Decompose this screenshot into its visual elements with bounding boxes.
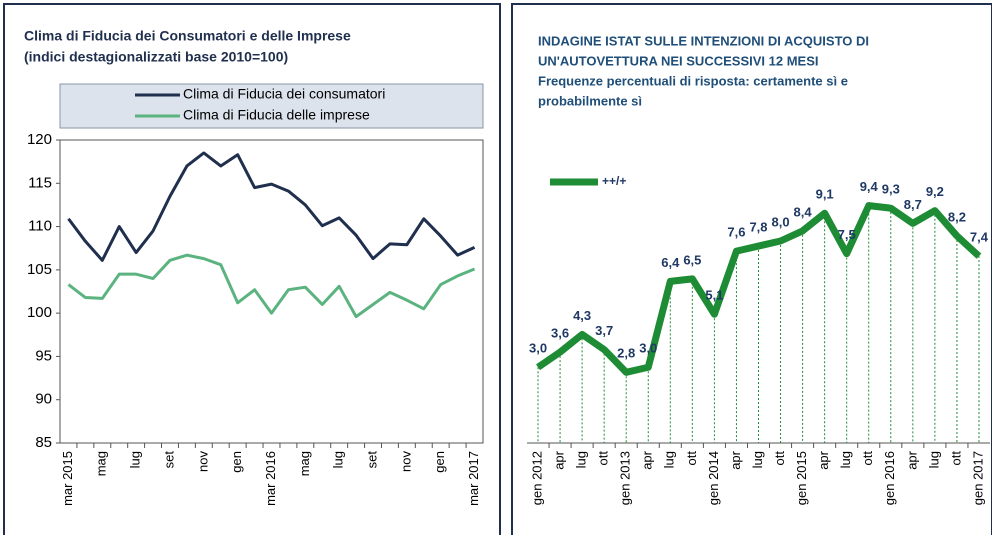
legend-label: Clima di Fiducia dei consumatori [183, 86, 385, 102]
data-label: 9,2 [926, 184, 944, 199]
data-label: 9,1 [816, 187, 834, 202]
x-tick-label: lug [128, 451, 143, 468]
y-tick-label: 100 [27, 304, 52, 321]
plot-frame [59, 139, 484, 444]
data-label: 2,8 [617, 346, 635, 361]
data-label: 9,4 [860, 179, 879, 194]
series-line [67, 151, 476, 262]
x-tick-label: lug [662, 451, 677, 468]
series-line [67, 253, 476, 319]
x-tick-label: apr [640, 450, 655, 469]
x-tick-label: lug [926, 451, 941, 468]
data-label: 3,7 [595, 323, 613, 338]
data-label: 7,5 [838, 227, 856, 242]
x-tick-label: gen [432, 451, 447, 473]
data-label: 8,0 [772, 214, 790, 229]
x-tick-label: apr [728, 450, 743, 469]
x-tick-label: gen 2014 [706, 451, 721, 505]
x-tick-label: ott [772, 451, 787, 466]
series-line [536, 202, 982, 376]
x-tick-label: ott [684, 451, 699, 466]
data-label: 3,0 [639, 341, 657, 356]
x-tick-label: lug [838, 451, 853, 468]
x-tick-label: mar 2017 [466, 451, 481, 506]
x-tick-label: gen 2016 [882, 451, 897, 505]
legend-label: Clima di Fiducia delle imprese [183, 107, 370, 123]
x-tick-label: gen 2015 [794, 451, 809, 505]
x-tick-label: nov [398, 451, 413, 472]
y-tick-label: 120 [27, 131, 52, 148]
chart-subtitle: probabilmente sì [538, 93, 642, 108]
x-tick-label: set [161, 451, 176, 469]
legend-label: ++/+ [602, 174, 626, 188]
x-tick-label: apr [904, 450, 919, 469]
data-label: 7,4 [970, 230, 989, 245]
data-label: 9,3 [882, 182, 900, 197]
x-tick-label: ott [860, 451, 875, 466]
data-label: 6,4 [661, 255, 680, 270]
data-label: 8,7 [904, 197, 922, 212]
data-label: 8,4 [794, 204, 813, 219]
chart-title: UN'AUTOVETTURA NEI SUCCESSIVI 12 MESI [538, 53, 818, 68]
data-label: 3,6 [551, 326, 569, 341]
y-tick-label: 85 [35, 434, 52, 451]
x-tick-label: nov [195, 451, 210, 472]
legend-box [59, 83, 484, 129]
right-frame [511, 3, 992, 535]
y-tick-label: 95 [35, 347, 52, 364]
x-tick-label: gen 2013 [618, 451, 633, 505]
y-tick-label: 115 [28, 174, 52, 191]
y-tick-label: 110 [28, 218, 52, 235]
x-tick-label: lug [331, 451, 346, 468]
x-tick-label: mag [94, 451, 109, 476]
chart-subtitle: (indici destagionalizzati base 2010=100) [24, 49, 288, 65]
y-tick-label: 90 [35, 391, 52, 408]
data-label: 7,6 [727, 225, 745, 240]
x-tick-label: gen 2012 [529, 451, 544, 505]
data-label: 8,2 [948, 209, 966, 224]
data-label: 3,0 [529, 341, 547, 356]
x-tick-label: mag [297, 451, 312, 476]
left-frame [3, 3, 501, 535]
data-label: 5,1 [705, 288, 723, 303]
chart-title: INDAGINE ISTAT SULLE INTENZIONI DI ACQUI… [538, 33, 869, 48]
data-label: 7,8 [749, 219, 767, 234]
x-tick-label: lug [574, 451, 589, 468]
chart-title: Clima di Fiducia dei Consumatori e delle… [24, 28, 351, 44]
x-tick-label: mar 2016 [263, 451, 278, 506]
x-tick-label: ott [948, 451, 963, 466]
data-label: 4,3 [573, 308, 591, 323]
x-tick-label: gen [229, 451, 244, 473]
chart-subtitle: Frequenze percentuali di risposta: certa… [538, 73, 848, 88]
x-tick-label: gen 2017 [970, 451, 985, 505]
x-tick-label: apr [816, 450, 831, 469]
x-tick-label: lug [750, 451, 765, 468]
x-tick-label: mar 2015 [60, 451, 75, 506]
y-tick-label: 105 [27, 261, 52, 278]
x-tick-label: apr [552, 450, 567, 469]
x-tick-label: set [364, 451, 379, 469]
x-tick-label: ott [596, 451, 611, 466]
data-label: 6,5 [683, 252, 701, 267]
